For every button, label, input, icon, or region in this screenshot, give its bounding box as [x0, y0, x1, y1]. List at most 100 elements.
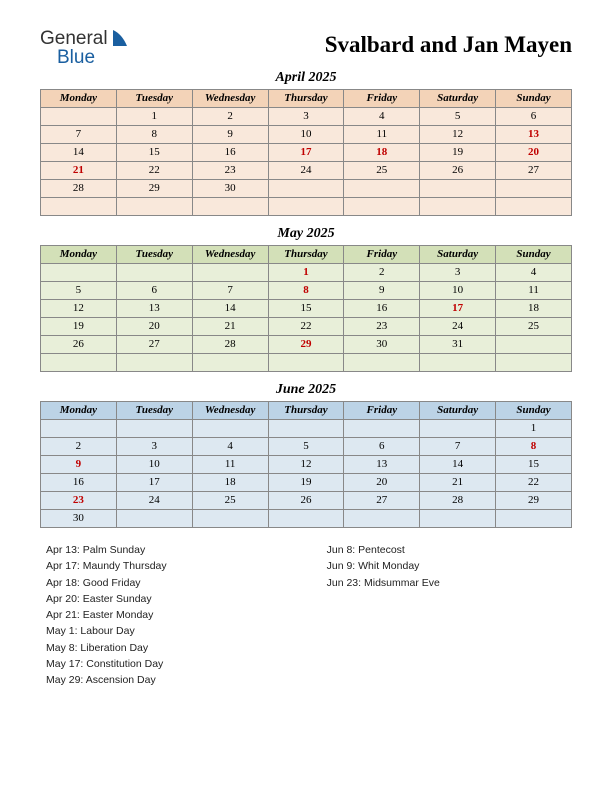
- day-header: Friday: [344, 402, 420, 420]
- day-header: Saturday: [420, 402, 496, 420]
- month-title: May 2025: [40, 226, 572, 242]
- holiday-entry: Jun 23: Midsummar Eve: [327, 575, 440, 591]
- day-cell: 17: [268, 144, 344, 162]
- day-cell: [41, 354, 117, 372]
- holiday-entry: Apr 17: Maundy Thursday: [46, 558, 167, 574]
- day-cell: [192, 264, 268, 282]
- day-cell: 6: [496, 108, 572, 126]
- day-cell: 2: [192, 108, 268, 126]
- day-cell: 17: [420, 300, 496, 318]
- day-cell: 18: [496, 300, 572, 318]
- day-cell: 13: [116, 300, 192, 318]
- day-cell: 15: [268, 300, 344, 318]
- day-cell: [116, 264, 192, 282]
- day-cell: 10: [116, 456, 192, 474]
- day-cell: 27: [344, 492, 420, 510]
- day-cell: [41, 108, 117, 126]
- day-cell: 8: [496, 438, 572, 456]
- day-cell: 14: [41, 144, 117, 162]
- day-cell: 1: [268, 264, 344, 282]
- holiday-entry: Apr 21: Easter Monday: [46, 607, 167, 623]
- day-cell: 29: [496, 492, 572, 510]
- day-cell: [116, 510, 192, 528]
- day-cell: 31: [420, 336, 496, 354]
- day-header: Wednesday: [192, 246, 268, 264]
- day-cell: 7: [192, 282, 268, 300]
- day-cell: 8: [116, 126, 192, 144]
- day-header: Monday: [41, 246, 117, 264]
- day-cell: 17: [116, 474, 192, 492]
- day-header: Thursday: [268, 90, 344, 108]
- day-cell: [496, 180, 572, 198]
- holiday-entry: Jun 8: Pentecost: [327, 542, 440, 558]
- logo: General Blue: [40, 28, 128, 50]
- day-cell: 24: [420, 318, 496, 336]
- day-cell: 21: [420, 474, 496, 492]
- calendars-container: April 2025MondayTuesdayWednesdayThursday…: [40, 70, 572, 528]
- day-cell: 4: [496, 264, 572, 282]
- day-cell: [496, 336, 572, 354]
- day-header: Monday: [41, 402, 117, 420]
- day-cell: 29: [116, 180, 192, 198]
- day-cell: 28: [41, 180, 117, 198]
- day-cell: 16: [41, 474, 117, 492]
- day-cell: 3: [116, 438, 192, 456]
- holiday-column-left: Apr 13: Palm SundayApr 17: Maundy Thursd…: [46, 542, 167, 688]
- day-header: Saturday: [420, 246, 496, 264]
- day-cell: 21: [192, 318, 268, 336]
- day-cell: [344, 354, 420, 372]
- holiday-entry: May 17: Constitution Day: [46, 656, 167, 672]
- day-cell: 23: [41, 492, 117, 510]
- day-cell: 13: [344, 456, 420, 474]
- day-cell: 26: [41, 336, 117, 354]
- day-cell: 4: [344, 108, 420, 126]
- day-cell: 11: [192, 456, 268, 474]
- calendar-table: MondayTuesdayWednesdayThursdayFridaySatu…: [40, 245, 572, 372]
- day-cell: [41, 264, 117, 282]
- day-cell: 2: [344, 264, 420, 282]
- holiday-entry: Apr 18: Good Friday: [46, 575, 167, 591]
- day-header: Tuesday: [116, 402, 192, 420]
- month-title: June 2025: [40, 382, 572, 398]
- day-cell: 7: [41, 126, 117, 144]
- day-cell: [344, 510, 420, 528]
- day-cell: 29: [268, 336, 344, 354]
- month-title: April 2025: [40, 70, 572, 86]
- day-cell: [41, 198, 117, 216]
- day-cell: 10: [268, 126, 344, 144]
- day-header: Wednesday: [192, 90, 268, 108]
- day-cell: 27: [116, 336, 192, 354]
- header: General Blue Svalbard and Jan Mayen: [40, 28, 572, 58]
- month-block: June 2025MondayTuesdayWednesdayThursdayF…: [40, 382, 572, 528]
- day-cell: 3: [268, 108, 344, 126]
- holiday-entry: May 29: Ascension Day: [46, 672, 167, 688]
- day-cell: 6: [344, 438, 420, 456]
- day-cell: 28: [192, 336, 268, 354]
- day-cell: [268, 510, 344, 528]
- day-cell: [116, 354, 192, 372]
- day-cell: 22: [116, 162, 192, 180]
- day-cell: 9: [192, 126, 268, 144]
- day-cell: 16: [192, 144, 268, 162]
- day-cell: 20: [344, 474, 420, 492]
- day-cell: 7: [420, 438, 496, 456]
- day-cell: 1: [496, 420, 572, 438]
- day-cell: 20: [116, 318, 192, 336]
- holiday-column-right: Jun 8: PentecostJun 9: Whit MondayJun 23…: [327, 542, 440, 688]
- page: General Blue Svalbard and Jan Mayen Apri…: [0, 0, 612, 792]
- day-cell: [41, 420, 117, 438]
- day-cell: [344, 198, 420, 216]
- day-cell: 18: [192, 474, 268, 492]
- day-cell: 18: [344, 144, 420, 162]
- day-header: Wednesday: [192, 402, 268, 420]
- day-cell: 26: [268, 492, 344, 510]
- day-cell: 19: [268, 474, 344, 492]
- day-cell: 12: [268, 456, 344, 474]
- day-cell: 8: [268, 282, 344, 300]
- day-cell: [344, 180, 420, 198]
- day-header: Sunday: [496, 90, 572, 108]
- day-header: Saturday: [420, 90, 496, 108]
- day-cell: 3: [420, 264, 496, 282]
- holiday-entry: Apr 20: Easter Sunday: [46, 591, 167, 607]
- day-header: Thursday: [268, 246, 344, 264]
